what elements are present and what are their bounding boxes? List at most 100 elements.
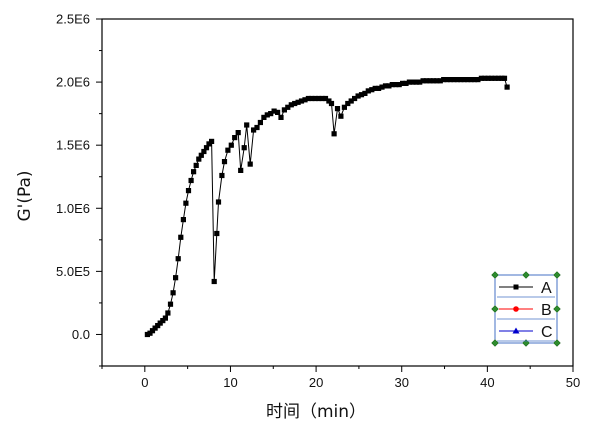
data-point xyxy=(424,78,430,84)
data-point xyxy=(393,82,399,88)
data-point xyxy=(261,114,267,120)
x-tick-label: 50 xyxy=(566,375,580,390)
data-point xyxy=(369,87,375,93)
data-point xyxy=(492,75,498,81)
data-point xyxy=(292,100,298,107)
data-point xyxy=(278,114,284,120)
data-point xyxy=(420,78,426,84)
data-point xyxy=(400,80,406,86)
data-point xyxy=(309,95,315,102)
data-point xyxy=(461,77,467,83)
data-point xyxy=(251,127,257,133)
data-point xyxy=(489,75,495,81)
x-tick-label: 10 xyxy=(223,375,237,390)
data-point xyxy=(183,200,189,206)
data-point xyxy=(225,147,231,153)
legend-handle xyxy=(553,271,561,279)
data-point xyxy=(185,188,192,194)
data-point xyxy=(454,77,460,83)
data-point xyxy=(334,106,341,112)
data-point xyxy=(288,102,294,108)
data-point xyxy=(482,75,488,81)
legend-handle xyxy=(491,339,499,347)
legend-handle xyxy=(522,271,530,279)
data-point xyxy=(341,104,347,110)
plot-frame xyxy=(101,18,574,367)
data-point xyxy=(358,92,365,98)
legend-marker-A xyxy=(513,284,519,290)
y-tick-label: 5.0E5 xyxy=(56,264,90,279)
data-point xyxy=(434,78,440,84)
data-point xyxy=(235,130,241,136)
data-point xyxy=(203,145,210,151)
data-point xyxy=(396,82,402,88)
data-point xyxy=(386,83,392,89)
data-point xyxy=(475,77,481,83)
data-point xyxy=(175,256,181,262)
data-point xyxy=(348,98,354,104)
data-point xyxy=(167,301,174,307)
data-point xyxy=(298,98,305,104)
legend: ABC xyxy=(491,271,561,347)
data-point xyxy=(219,172,225,179)
y-tick-label: 0.0 xyxy=(72,327,90,342)
y-axis-label: G'(Pa) xyxy=(15,170,35,221)
data-point xyxy=(165,310,171,316)
data-point xyxy=(302,97,308,103)
data-point xyxy=(295,99,301,105)
data-point xyxy=(241,145,247,151)
series-layer xyxy=(144,75,510,338)
data-point xyxy=(193,162,199,168)
legend-label-A: A xyxy=(541,280,552,297)
x-axis-label: 时间（min） xyxy=(266,402,366,422)
data-point xyxy=(403,80,409,86)
legend-marker-B xyxy=(513,306,519,312)
data-point xyxy=(355,93,361,99)
data-point xyxy=(281,107,287,113)
data-point xyxy=(468,77,474,83)
data-point xyxy=(406,79,412,85)
data-point xyxy=(501,75,508,81)
data-point xyxy=(362,90,368,96)
series-line-A xyxy=(147,77,508,335)
legend-label-B: B xyxy=(541,302,552,319)
data-point xyxy=(264,112,270,118)
data-point xyxy=(478,75,484,81)
data-point xyxy=(322,95,329,102)
data-point xyxy=(214,230,220,237)
data-point xyxy=(178,234,184,240)
data-point xyxy=(228,142,234,148)
data-point xyxy=(465,77,471,83)
data-point xyxy=(372,85,378,91)
data-point xyxy=(232,135,238,141)
data-point xyxy=(173,275,179,281)
y-tick-label: 1.5E6 xyxy=(56,138,90,153)
data-point xyxy=(275,109,281,115)
y-tick-label: 2.0E6 xyxy=(56,75,90,90)
data-point xyxy=(430,78,436,84)
data-point xyxy=(328,100,335,107)
data-point xyxy=(485,75,491,81)
legend-handle xyxy=(491,305,499,313)
data-point xyxy=(316,95,322,102)
data-point xyxy=(410,79,416,85)
data-point xyxy=(345,100,351,107)
data-point xyxy=(191,169,197,175)
legend-handle xyxy=(553,305,561,313)
data-point xyxy=(285,104,291,110)
legend-handle xyxy=(491,271,499,279)
data-point xyxy=(437,78,443,84)
data-point xyxy=(451,77,457,83)
data-point xyxy=(247,161,253,167)
data-point xyxy=(211,278,217,285)
data-point xyxy=(427,78,433,84)
data-point xyxy=(188,177,194,184)
data-point xyxy=(376,85,382,91)
data-point xyxy=(198,152,204,158)
data-point xyxy=(413,79,419,85)
data-point xyxy=(319,95,325,102)
data-point xyxy=(471,77,478,83)
data-point xyxy=(305,95,311,102)
data-point xyxy=(238,167,244,173)
axes-layer: 0 10 20 30 40 50 0.0 5.0E5 1.0E6 1.5E6 2.0E6 2.5E6 xyxy=(56,12,580,391)
